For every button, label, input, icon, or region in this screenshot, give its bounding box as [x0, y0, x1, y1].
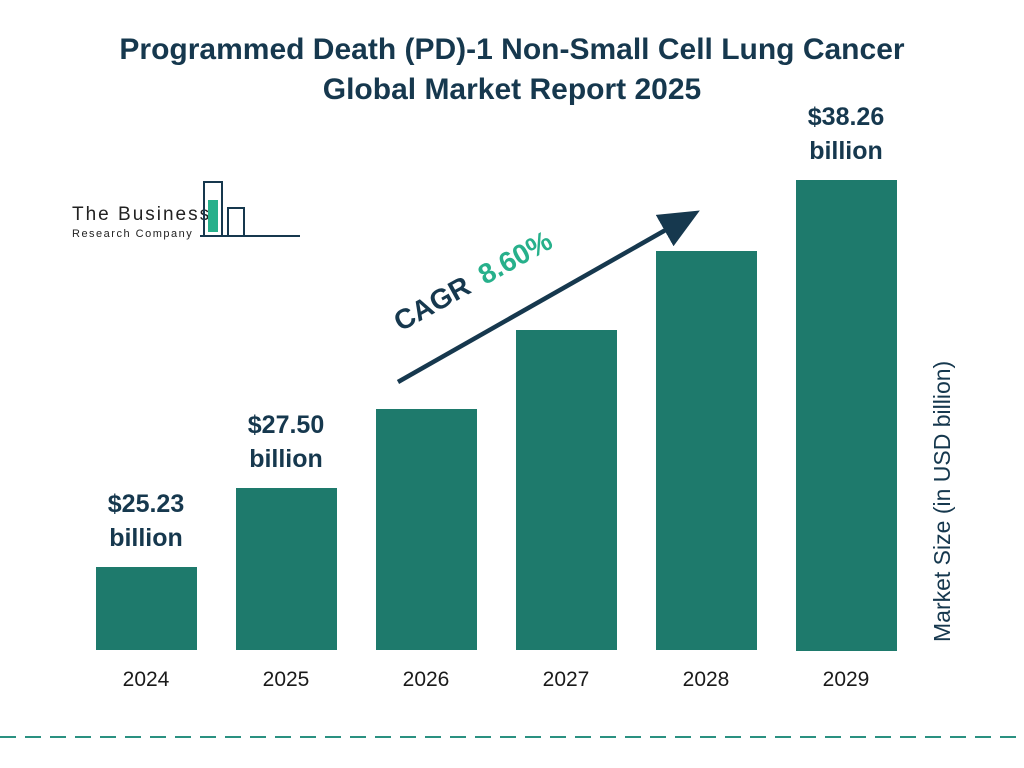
y-axis-title: Market Size (in USD billion)	[929, 360, 955, 642]
logo-text-line-2: Research Company	[72, 228, 194, 240]
bar-2026	[375, 409, 477, 650]
x-axis-label-2025: 2025	[262, 668, 310, 691]
bar-value-label-2025: $27.50 billion	[247, 411, 325, 473]
bar-column-2026: 2026	[356, 100, 496, 692]
x-axis-label-2027: 2027	[542, 668, 590, 691]
logo-text-line-1: The Business	[72, 204, 212, 225]
company-logo: The Business Research Company	[72, 178, 300, 258]
x-axis-label-2024: 2024	[122, 668, 170, 691]
title-line-1: Programmed Death (PD)-1 Non-Small Cell L…	[119, 33, 905, 66]
bar-2029	[795, 180, 897, 651]
x-axis-label-2028: 2028	[682, 668, 730, 691]
bar-column-2028: 2028	[636, 100, 776, 692]
bar-column-2025: $27.50 billion 2025	[216, 100, 356, 692]
page-title: Programmed Death (PD)-1 Non-Small Cell L…	[0, 30, 1024, 110]
bar-2025	[235, 488, 337, 650]
bar-chart: $25.23 billion 2024 $27.50 billion 2025 2026 20…	[76, 100, 916, 692]
x-axis-label-2026: 2026	[402, 668, 450, 691]
bar-2024	[95, 567, 197, 650]
title-line-2: Global Market Report 2025	[322, 73, 702, 106]
bar-column-2029: $38.26 billion 2029	[776, 100, 916, 692]
bar-2027	[515, 330, 617, 650]
bar-column-2027: 2027	[496, 100, 636, 692]
bar-column-2024: $25.23 billion 2024	[76, 100, 216, 692]
bar-value-label-2029: $38.26 billion	[807, 103, 885, 165]
bar-2028	[655, 251, 757, 650]
x-axis-label-2029: 2029	[822, 668, 870, 691]
logo-chart-icon	[200, 181, 300, 237]
bottom-dashed-divider	[0, 736, 1024, 738]
logo-text: The Business Research Company	[72, 204, 211, 240]
bar-value-label-2024: $25.23 billion	[107, 490, 185, 552]
